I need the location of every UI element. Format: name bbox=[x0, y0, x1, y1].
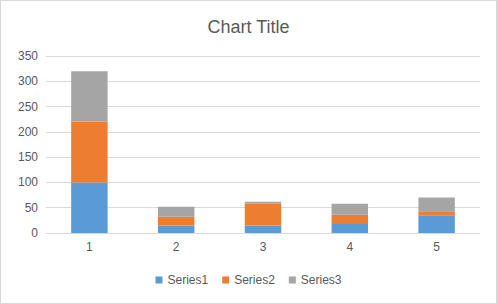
svg-text:100: 100 bbox=[18, 175, 38, 189]
svg-text:4: 4 bbox=[346, 240, 353, 254]
svg-text:5: 5 bbox=[433, 240, 440, 254]
svg-text:Series1: Series1 bbox=[167, 273, 208, 287]
svg-text:0: 0 bbox=[31, 226, 38, 240]
svg-text:1: 1 bbox=[86, 240, 93, 254]
svg-text:Series2: Series2 bbox=[234, 273, 275, 287]
svg-text:150: 150 bbox=[18, 150, 38, 164]
svg-text:50: 50 bbox=[25, 201, 39, 215]
svg-text:3: 3 bbox=[260, 240, 267, 254]
svg-text:250: 250 bbox=[18, 100, 38, 114]
svg-text:300: 300 bbox=[18, 74, 38, 88]
svg-text:Series3: Series3 bbox=[301, 273, 342, 287]
svg-text:200: 200 bbox=[18, 125, 38, 139]
svg-text:350: 350 bbox=[18, 49, 38, 63]
svg-text:2: 2 bbox=[173, 240, 180, 254]
svg-text:Chart Title: Chart Title bbox=[207, 17, 289, 37]
